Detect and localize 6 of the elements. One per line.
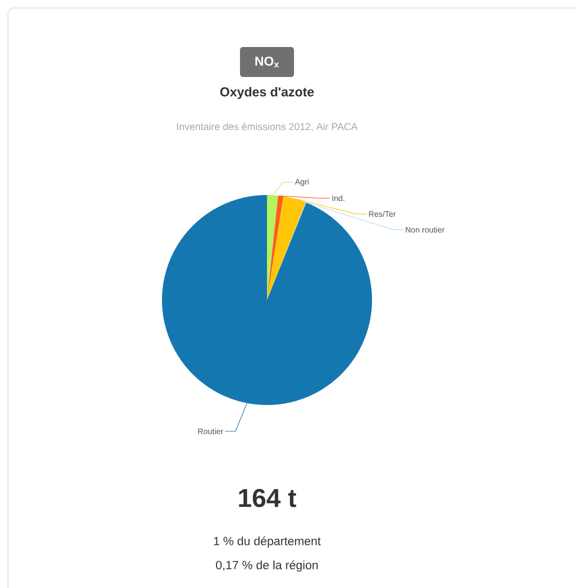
text: 1 % du département [214, 536, 321, 548]
chart-subtitle: Oxydes d'azote [220, 86, 314, 100]
text: 0,17 % de la région [216, 560, 318, 572]
text: Inventaire des émissions 2012, Air PACA [177, 122, 358, 132]
chart-title: NO$_{x}$ [255, 56, 279, 68]
text: 164 t [239, 488, 296, 508]
